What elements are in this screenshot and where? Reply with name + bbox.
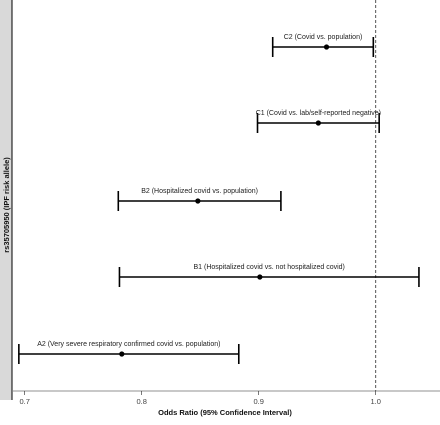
or-point-3 xyxy=(257,274,263,280)
chart-marks: 0.7 0.8 0.9 1.0 C2 (Covid vs. population) C1 … xyxy=(18,0,420,406)
x-axis-title: Odds Ratio (95% Confidence Interval) xyxy=(158,408,292,417)
or-point-1 xyxy=(315,120,321,126)
x-tick-label-3: 1.0 xyxy=(370,397,380,406)
row-label-3: B1 (Hospitalized covid vs. not hospitali… xyxy=(194,264,345,271)
row-label-4: A2 (Very severe respiratory confirmed co… xyxy=(37,341,220,348)
x-tick-label-1: 0.8 xyxy=(136,397,146,406)
or-point-0 xyxy=(323,44,330,50)
y-axis-title: rs35705950 (IPF risk allele) xyxy=(2,157,11,253)
row-label-1: C1 (Covid vs. lab/self-reported negative… xyxy=(256,110,381,117)
or-point-4 xyxy=(119,351,125,357)
x-tick-label-2: 0.9 xyxy=(253,397,263,406)
row-label-0: C2 (Covid vs. population) xyxy=(284,34,363,41)
or-point-2 xyxy=(195,198,201,204)
x-tick-label-0: 0.7 xyxy=(19,397,29,406)
row-label-2: B2 (Hospitalized covid vs. population) xyxy=(141,188,258,195)
left-strip xyxy=(0,0,12,400)
